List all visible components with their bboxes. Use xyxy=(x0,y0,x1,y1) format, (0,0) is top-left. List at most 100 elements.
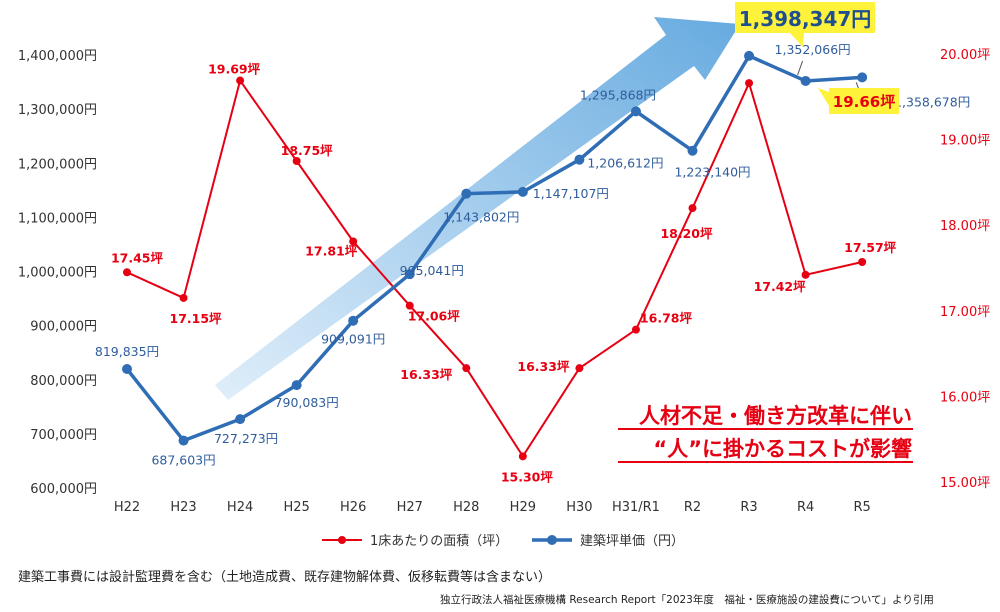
x-tick-label: H23 xyxy=(170,500,196,515)
price-data-label: 1,147,107円 xyxy=(533,186,609,201)
area-series-point xyxy=(858,258,867,267)
price-series-point xyxy=(348,315,359,326)
price-series-point xyxy=(574,154,585,165)
y-left-tick-label: 600,000円 xyxy=(30,482,97,497)
leader-line xyxy=(797,60,804,76)
y-right-tick-label: 17.00坪 xyxy=(940,305,990,320)
area-series-point xyxy=(518,452,527,461)
y-left-tick-label: 1,100,000円 xyxy=(18,211,97,226)
area-series-point xyxy=(236,76,245,85)
peak-price-label: 1,398,347円 xyxy=(739,7,872,31)
price-data-label: 687,603円 xyxy=(151,453,215,468)
price-data-label: 995,041円 xyxy=(400,263,464,278)
x-tick-label: H25 xyxy=(283,500,309,515)
legend-price-marker xyxy=(547,535,557,545)
x-tick-label: R5 xyxy=(853,500,870,515)
legend-price-label: 建築坪単価（円） xyxy=(580,533,684,549)
y-right-tick-label: 15.00坪 xyxy=(940,476,990,491)
y-left-tick-label: 900,000円 xyxy=(30,320,97,335)
price-data-label: 1,358,678円 xyxy=(894,94,970,109)
area-data-label: 17.81坪 xyxy=(305,243,358,258)
price-series-point xyxy=(178,435,189,446)
area-data-label: 16.33坪 xyxy=(400,367,453,382)
price-series-point xyxy=(404,269,415,280)
area-data-label: 17.42坪 xyxy=(754,279,807,294)
annotation-line-1: 人材不足・働き方改革に伴い xyxy=(639,404,912,428)
area-series-point xyxy=(631,325,640,334)
price-data-label: 1,223,140円 xyxy=(674,165,750,180)
price-series-line xyxy=(125,54,863,443)
area-data-label: 17.45坪 xyxy=(111,250,164,265)
area-series-point xyxy=(745,79,754,88)
series-lines xyxy=(122,50,868,461)
annotation-line-2: “人”に掛かるコストが影響 xyxy=(653,437,912,461)
price-series-point xyxy=(800,75,811,86)
price-series-point xyxy=(857,72,868,83)
axes: 600,000円 700,000円 800,000円 900,000円 1,000,00… xyxy=(18,48,990,515)
peak-area-box xyxy=(829,88,899,114)
peak-price-pointer xyxy=(790,33,804,47)
price-data-label: 790,083円 xyxy=(275,395,339,410)
area-series-point xyxy=(462,364,471,373)
y-right-tick-label: 18.00坪 xyxy=(940,219,990,234)
footnote: 建築工事費には設計監理費を含む（土地造成費、既存建物解体費、仮移転費等は含まない… xyxy=(18,570,552,585)
peak-area-pointer xyxy=(818,88,829,106)
area-series-point xyxy=(405,301,414,310)
peak-price-box xyxy=(735,2,875,33)
area-series-point xyxy=(688,204,697,213)
x-tick-label: H28 xyxy=(453,500,479,515)
price-data-label: 1,352,066円 xyxy=(775,42,851,57)
area-data-label: 16.78坪 xyxy=(640,311,693,326)
price-data-label: 1,206,612円 xyxy=(587,156,663,171)
x-tick-label: R4 xyxy=(797,500,814,515)
price-data-label: 727,273円 xyxy=(214,431,278,446)
y-left-tick-label: 1,200,000円 xyxy=(18,157,97,172)
price-data-label: 909,091円 xyxy=(321,332,385,347)
area-series-point xyxy=(292,157,301,165)
area-data-label: 17.57坪 xyxy=(844,240,897,255)
area-data-label: 19.69坪 xyxy=(208,62,261,77)
price-data-label: 1,295,868円 xyxy=(580,87,656,102)
y-right-tick-label: 16.00坪 xyxy=(940,390,990,405)
price-series-point xyxy=(235,414,246,425)
price-series-point xyxy=(744,50,755,61)
x-tick-label: H30 xyxy=(566,500,592,515)
area-data-label: 17.15坪 xyxy=(170,311,223,326)
x-tick-label: H31/R1 xyxy=(612,500,660,515)
area-data-label: 15.30坪 xyxy=(501,469,554,484)
y-left-tick-label: 1,400,000円 xyxy=(18,49,97,64)
price-data-label: 1,143,802円 xyxy=(443,210,519,225)
price-series-point xyxy=(291,380,302,391)
area-series-point xyxy=(575,364,584,373)
price-data-label: 819,835円 xyxy=(95,344,159,359)
legend-area-label: 1床あたりの面積（坪） xyxy=(370,534,508,549)
x-tick-label: H29 xyxy=(510,500,536,515)
area-data-label: 18.75坪 xyxy=(281,143,334,158)
y-right-tick-label: 20.00坪 xyxy=(940,48,990,63)
x-tick-label: H24 xyxy=(227,500,253,515)
y-right-tick-label: 19.00坪 xyxy=(940,134,990,149)
data-labels: 819,835円 687,603円 727,273円 790,083円 909,091円… xyxy=(95,42,970,484)
trend-arrow xyxy=(215,17,740,400)
peak-area-label: 19.66坪 xyxy=(833,93,895,111)
area-series-point xyxy=(349,237,358,246)
area-data-label: 18.20坪 xyxy=(660,226,713,241)
price-series-point xyxy=(122,364,132,375)
highlight-callouts: 1,398,347円 19.66坪 xyxy=(735,2,899,114)
area-series-point xyxy=(179,293,188,302)
source-credit: 独立行政法人福祉医療機構 Research Report「2023年度 福祉・医… xyxy=(440,594,934,606)
y-left-tick-label: 1,300,000円 xyxy=(18,103,97,118)
price-series-point xyxy=(461,188,472,199)
price-series-point xyxy=(630,106,641,117)
x-tick-label: H26 xyxy=(340,500,366,515)
x-tick-label: R3 xyxy=(740,500,757,515)
area-data-label: 17.06坪 xyxy=(408,309,461,324)
annotation: 人材不足・働き方改革に伴い “人”に掛かるコストが影響 xyxy=(618,404,913,463)
area-series-point xyxy=(801,270,810,279)
legend-area-marker xyxy=(338,536,346,544)
area-series-point xyxy=(123,268,131,277)
area-data-label: 16.33坪 xyxy=(517,359,570,374)
price-series-point xyxy=(687,145,698,156)
x-tick-label: H22 xyxy=(114,500,140,515)
